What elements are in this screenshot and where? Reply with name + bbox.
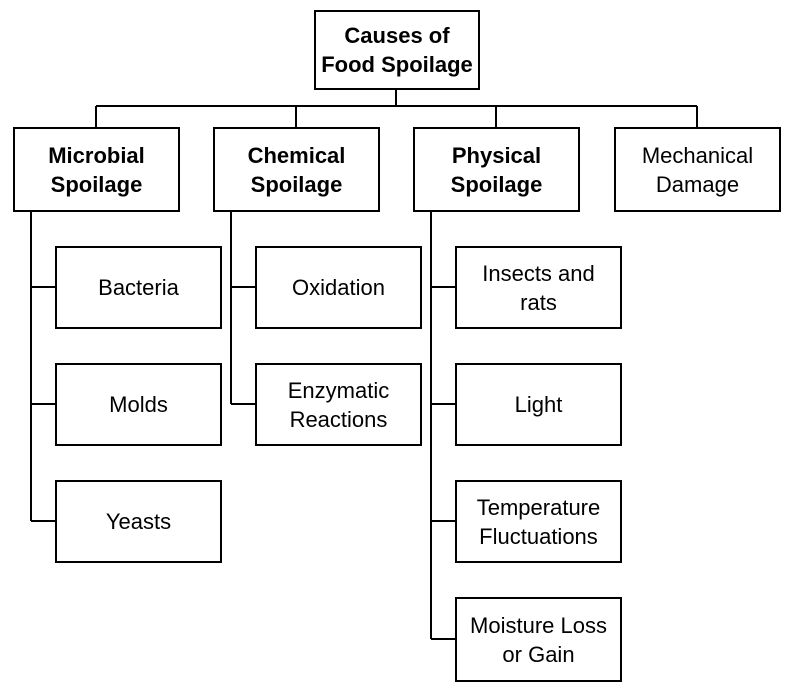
item-temperature-fluctuations: Temperature Fluctuations bbox=[455, 480, 622, 563]
item-yeasts: Yeasts bbox=[55, 480, 222, 563]
item-enzymatic-reactions: Enzymatic Reactions bbox=[255, 363, 422, 446]
item-molds: Molds bbox=[55, 363, 222, 446]
item-light: Light bbox=[455, 363, 622, 446]
category-mechanical-damage: Mechanical Damage bbox=[614, 127, 781, 212]
root-node: Causes of Food Spoilage bbox=[314, 10, 480, 90]
item-bacteria: Bacteria bbox=[55, 246, 222, 329]
item-oxidation: Oxidation bbox=[255, 246, 422, 329]
item-moisture-loss-or-gain: Moisture Loss or Gain bbox=[455, 597, 622, 682]
category-chemical-spoilage: Chemical Spoilage bbox=[213, 127, 380, 212]
category-physical-spoilage: Physical Spoilage bbox=[413, 127, 580, 212]
category-microbial-spoilage: Microbial Spoilage bbox=[13, 127, 180, 212]
item-insects-and-rats: Insects and rats bbox=[455, 246, 622, 329]
